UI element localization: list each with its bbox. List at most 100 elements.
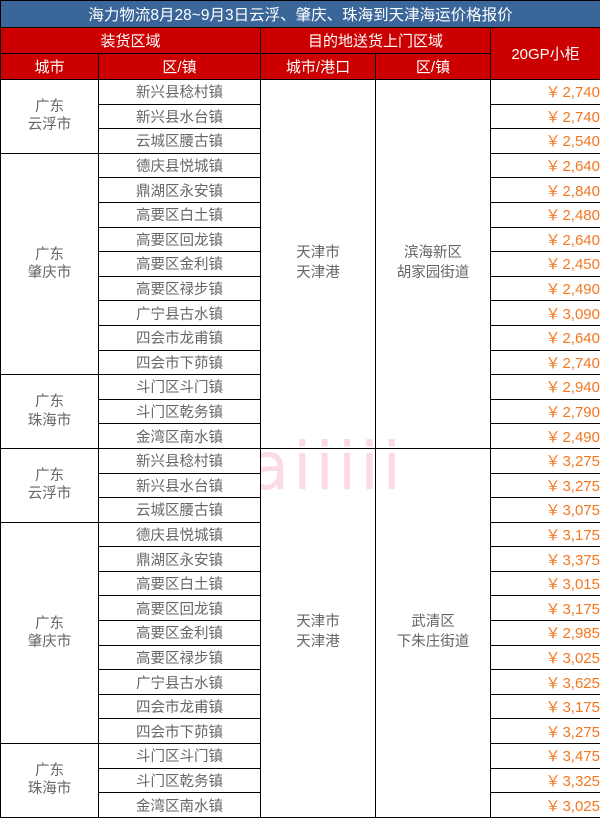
yen-icon: ￥ (545, 133, 560, 150)
price-cell: ￥2,640 (491, 227, 600, 252)
price-value: 3,015 (562, 576, 600, 593)
yen-icon: ￥ (545, 330, 560, 347)
origin-town-cell: 斗门区斗门镇 (99, 375, 261, 400)
origin-city-line2: 肇庆市 (1, 633, 98, 651)
yen-icon: ￥ (545, 527, 560, 544)
price-cell: ￥2,740 (491, 80, 600, 105)
price-value: 2,640 (562, 330, 600, 347)
origin-town-cell: 四会市下茆镇 (99, 350, 261, 375)
origin-town-cell: 斗门区斗门镇 (99, 744, 261, 769)
price-quote-sheet: Haiiiii 海力物流8月28~9月3日云浮、肇庆、珠海到天津海运价格报价 装… (0, 0, 600, 794)
price-cell: ￥3,175 (491, 694, 600, 719)
yen-icon: ￥ (545, 625, 560, 642)
destination-town-cell: 滨海新区胡家园街道 (376, 80, 491, 449)
price-cell: ￥3,475 (491, 744, 600, 769)
destination-city-line2: 天津港 (261, 633, 375, 653)
yen-icon: ￥ (545, 207, 560, 224)
price-value: 2,790 (562, 404, 600, 421)
price-cell: ￥2,790 (491, 399, 600, 424)
yen-icon: ￥ (545, 404, 560, 421)
origin-city-line2: 肇庆市 (1, 264, 98, 282)
price-cell: ￥2,480 (491, 202, 600, 227)
price-cell: ￥2,490 (491, 424, 600, 449)
price-cell: ￥2,740 (491, 350, 600, 375)
price-value: 3,275 (562, 724, 600, 741)
price-value: 2,490 (562, 281, 600, 298)
destination-town-line2: 下朱庄街道 (376, 633, 490, 653)
origin-town-cell: 四会市下茆镇 (99, 719, 261, 744)
yen-icon: ￥ (545, 601, 560, 618)
price-value: 2,740 (562, 109, 600, 126)
yen-icon: ￥ (545, 429, 560, 446)
origin-city-cell: 广东肇庆市 (1, 522, 99, 743)
price-value: 2,740 (562, 84, 600, 101)
origin-town-cell: 德庆县悦城镇 (99, 522, 261, 547)
origin-city-cell: 广东云浮市 (1, 80, 99, 154)
price-value: 2,480 (562, 207, 600, 224)
yen-icon: ￥ (545, 281, 560, 298)
price-value: 2,840 (562, 183, 600, 200)
origin-city-line2: 云浮市 (1, 116, 98, 134)
price-cell: ￥3,090 (491, 301, 600, 326)
price-cell: ￥3,015 (491, 571, 600, 596)
price-cell: ￥3,625 (491, 670, 600, 695)
table-row: 广东云浮市新兴县稔村镇天津市天津港滨海新区胡家园街道￥2,740 (1, 80, 600, 105)
price-cell: ￥3,175 (491, 522, 600, 547)
header-dest-city: 城市/港口 (261, 54, 376, 80)
header-price-20gp: 20GP小柜 (491, 28, 600, 80)
table-row: 广东云浮市新兴县稔村镇天津市天津港武清区下朱庄街道￥3,275 (1, 448, 600, 473)
yen-icon: ￥ (545, 675, 560, 692)
origin-town-cell: 高要区金利镇 (99, 252, 261, 277)
yen-icon: ￥ (545, 699, 560, 716)
yen-icon: ￥ (545, 84, 560, 101)
origin-town-cell: 云城区腰古镇 (99, 498, 261, 523)
origin-town-cell: 高要区白土镇 (99, 571, 261, 596)
origin-town-cell: 高要区金利镇 (99, 621, 261, 646)
price-cell: ￥3,075 (491, 498, 600, 523)
yen-icon: ￥ (545, 306, 560, 323)
header-dest-town: 区/镇 (376, 54, 491, 80)
price-cell: ￥2,640 (491, 153, 600, 178)
yen-icon: ￥ (545, 724, 560, 741)
title-row: 海力物流8月28~9月3日云浮、肇庆、珠海到天津海运价格报价 (1, 1, 600, 28)
price-cell: ￥2,985 (491, 621, 600, 646)
destination-city-line1: 天津市 (261, 613, 375, 633)
price-value: 2,540 (562, 133, 600, 150)
price-value: 3,175 (562, 527, 600, 544)
origin-town-cell: 高要区禄步镇 (99, 645, 261, 670)
origin-town-cell: 高要区回龙镇 (99, 596, 261, 621)
origin-city-line1: 广东 (1, 246, 98, 264)
yen-icon: ￥ (545, 773, 560, 790)
price-value: 2,740 (562, 355, 600, 372)
price-value: 3,325 (562, 773, 600, 790)
price-cell: ￥3,325 (491, 768, 600, 793)
yen-icon: ￥ (545, 232, 560, 249)
price-cell: ￥3,275 (491, 719, 600, 744)
origin-town-cell: 德庆县悦城镇 (99, 153, 261, 178)
destination-town-line1: 滨海新区 (376, 244, 490, 264)
origin-city-line1: 广东 (1, 762, 98, 780)
origin-city-line1: 广东 (1, 98, 98, 116)
header-destination-group: 目的地送货上门区域 (261, 28, 491, 54)
table-header: 海力物流8月28~9月3日云浮、肇庆、珠海到天津海运价格报价 装货区域 目的地送… (1, 1, 600, 80)
price-value: 3,275 (562, 453, 600, 470)
price-value: 3,475 (562, 748, 600, 765)
price-value: 3,090 (562, 306, 600, 323)
price-value: 3,025 (562, 798, 600, 815)
origin-town-cell: 高要区禄步镇 (99, 276, 261, 301)
origin-town-cell: 金湾区南水镇 (99, 424, 261, 449)
yen-icon: ￥ (545, 552, 560, 569)
header-group-row: 装货区域 目的地送货上门区域 20GP小柜 (1, 28, 600, 54)
yen-icon: ￥ (545, 183, 560, 200)
price-value: 2,985 (562, 625, 600, 642)
price-value: 2,450 (562, 256, 600, 273)
price-value: 3,075 (562, 502, 600, 519)
origin-town-cell: 高要区白土镇 (99, 202, 261, 227)
origin-town-cell: 新兴县稔村镇 (99, 80, 261, 105)
price-value: 3,275 (562, 478, 600, 495)
yen-icon: ￥ (545, 478, 560, 495)
destination-city-cell: 天津市天津港 (261, 80, 376, 449)
origin-town-cell: 斗门区乾务镇 (99, 399, 261, 424)
header-origin-group: 装货区域 (1, 28, 261, 54)
